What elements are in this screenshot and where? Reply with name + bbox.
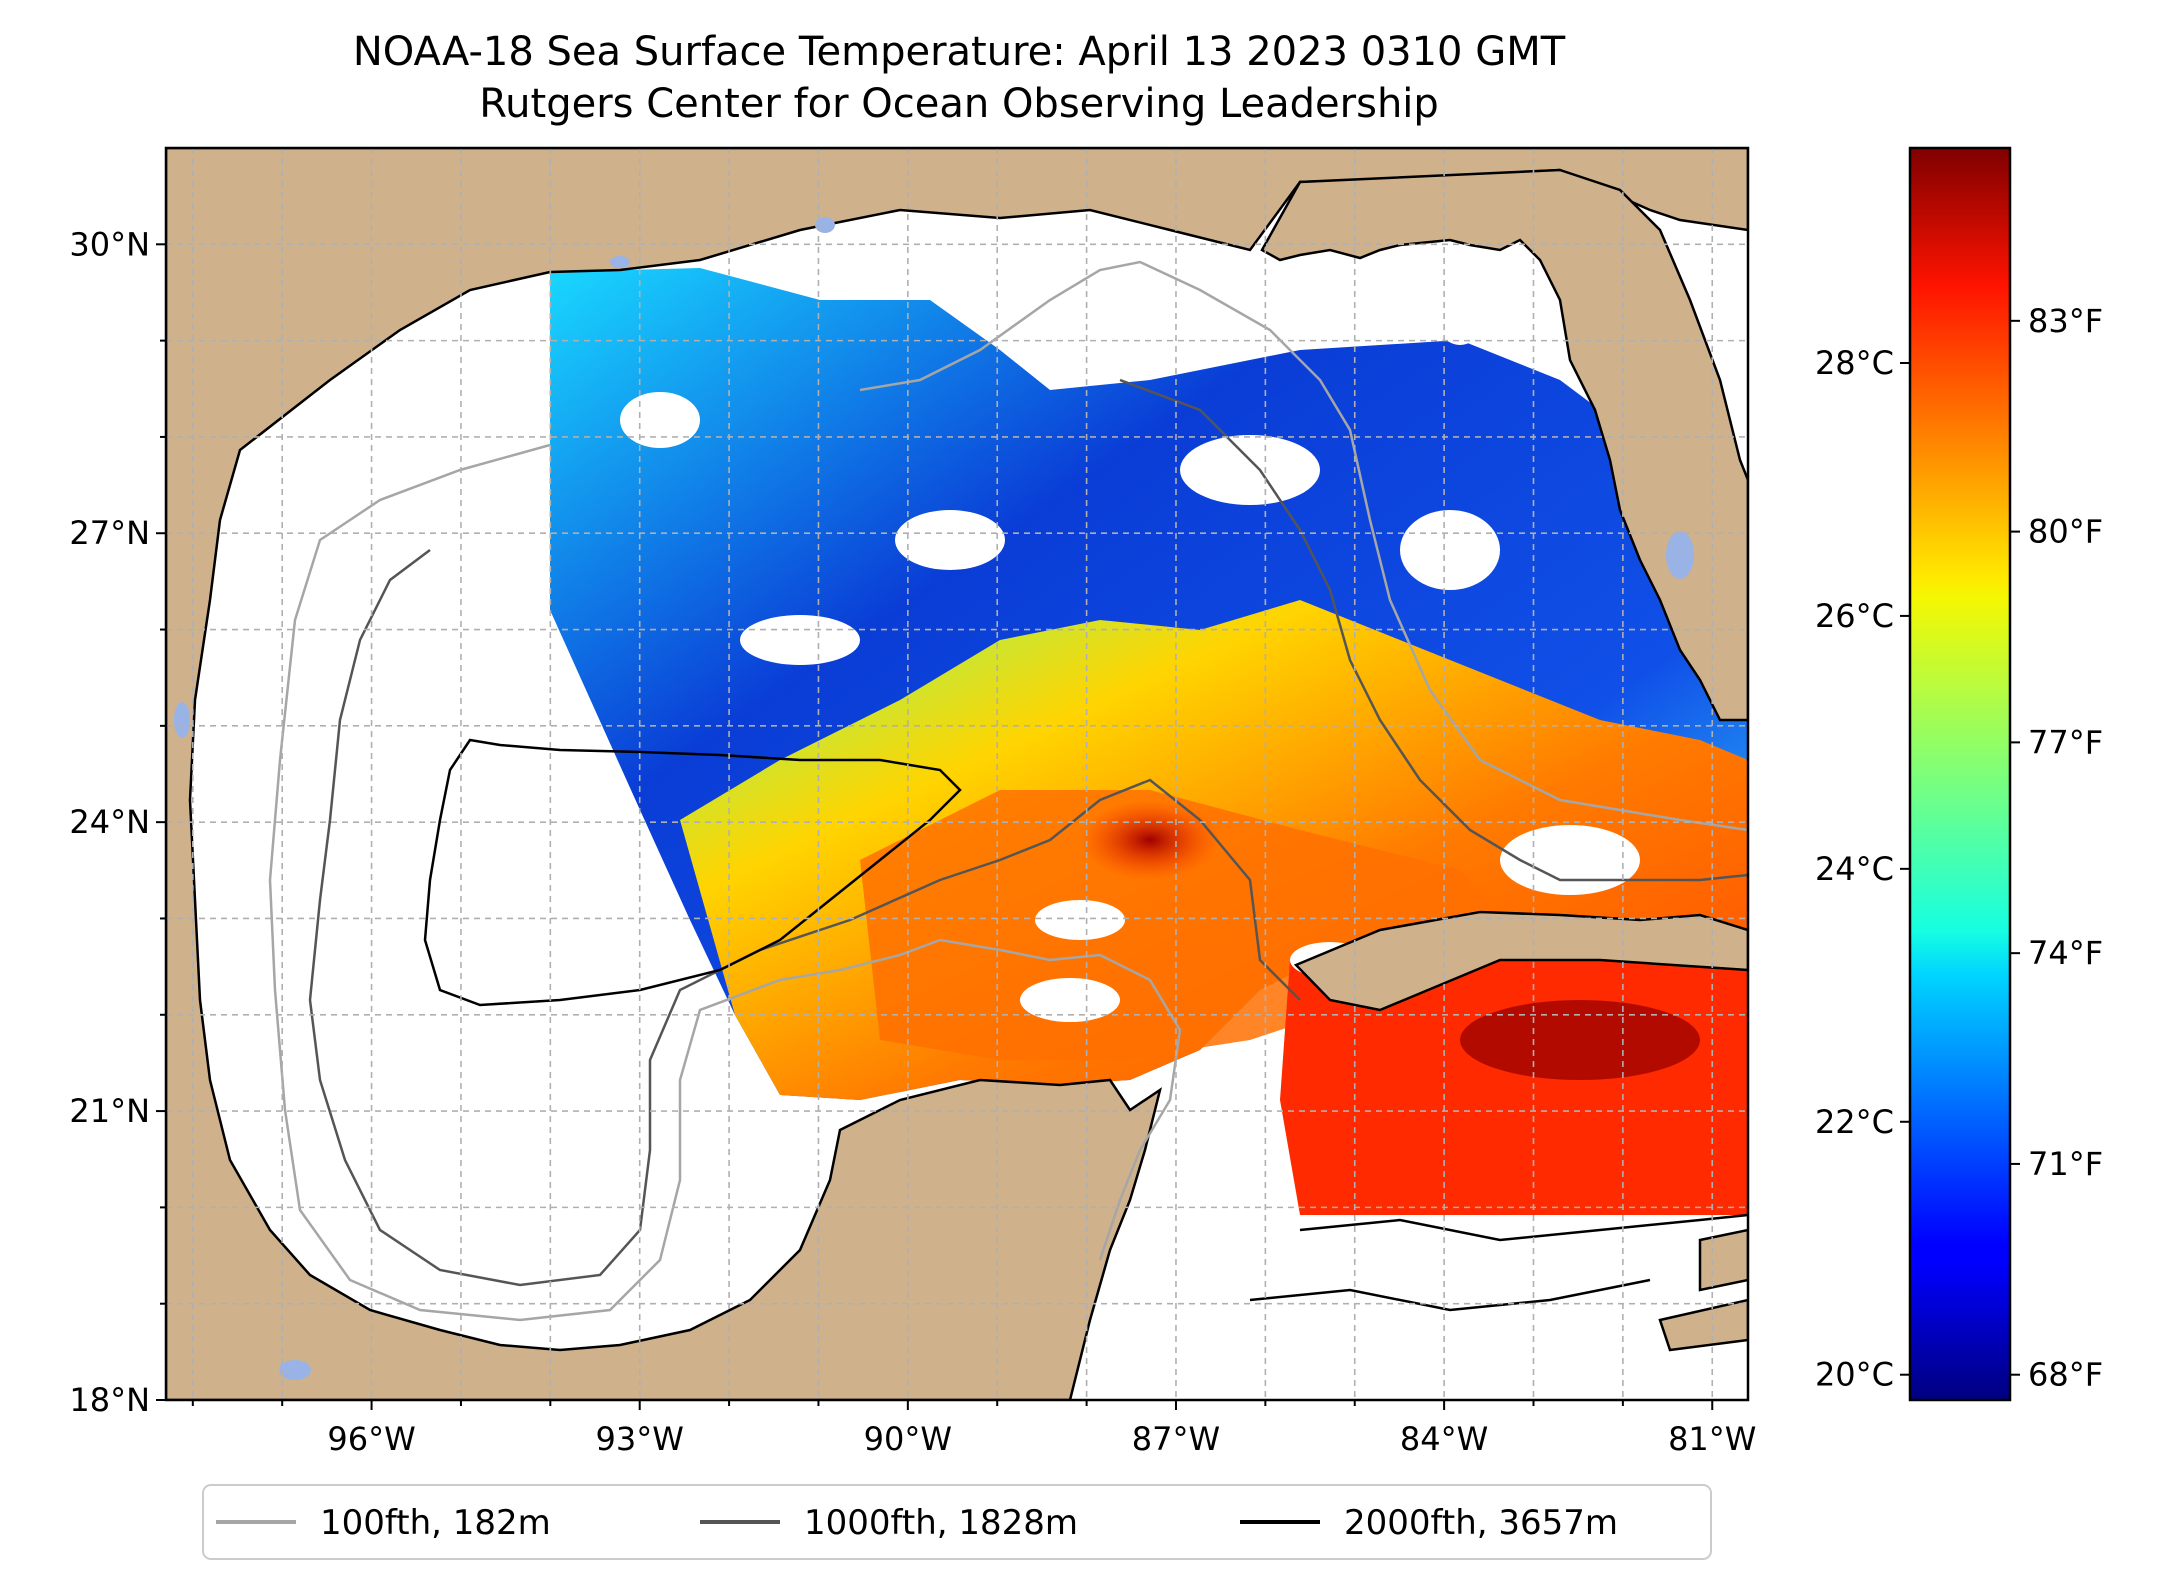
lon-tick-label: 84°W (1400, 1420, 1488, 1458)
lakes (174, 217, 1694, 1380)
lat-tick-label: 27°N (69, 514, 150, 552)
colorbar-celsius-axis: 28°C 26°C 24°C 22°C 20°C (1815, 344, 1910, 1394)
celsius-tick-label: 26°C (1815, 597, 1894, 635)
fahrenheit-tick-label: 83°F (2028, 302, 2103, 340)
lon-tick-label: 81°W (1668, 1420, 1756, 1458)
celsius-tick-label: 22°C (1815, 1103, 1894, 1141)
latitude-axis: 30°N 27°N 24°N 21°N 18°N (69, 225, 166, 1419)
lat-tick-label: 24°N (69, 803, 150, 841)
legend-label: 1000fth, 1828m (804, 1503, 1078, 1543)
map-title: NOAA-18 Sea Surface Temperature: April 1… (352, 29, 1566, 75)
legend-label: 100fth, 182m (320, 1503, 551, 1543)
fahrenheit-tick-label: 71°F (2028, 1145, 2103, 1183)
celsius-tick-label: 24°C (1815, 850, 1894, 888)
fahrenheit-tick-label: 80°F (2028, 513, 2103, 551)
celsius-tick-label: 28°C (1815, 344, 1894, 382)
colorbar: 28°C 26°C 24°C 22°C 20°C 83°F 80°F 77°F 74°F 71°… (1815, 146, 2103, 1402)
colorbar-gradient (1908, 146, 2012, 1402)
bathymetry-100fth (268, 260, 1748, 1322)
legend-box (202, 1484, 1712, 1560)
land (166, 148, 1748, 1400)
bathymetry-2000fth (423, 738, 1748, 1312)
lat-tick-label: 21°N (69, 1092, 150, 1130)
map-panel[interactable] (166, 148, 1802, 1400)
legend-label: 2000fth, 3657m (1344, 1503, 1618, 1543)
lon-tick-label: 87°W (1132, 1420, 1220, 1458)
lon-tick-label: 93°W (596, 1420, 684, 1458)
lon-tick-label: 96°W (327, 1420, 415, 1458)
lat-tick-label: 18°N (69, 1381, 150, 1419)
fahrenheit-tick-label: 74°F (2028, 934, 2103, 972)
bathymetry-1000fth (308, 378, 1748, 1287)
legend: 100fth, 182m 1000fth, 1828m 2000fth, 3657m (202, 1484, 1712, 1560)
fahrenheit-tick-label: 77°F (2028, 723, 2103, 761)
colorbar-fahrenheit-axis: 83°F 80°F 77°F 74°F 71°F 68°F (2010, 302, 2103, 1394)
lon-tick-label: 90°W (864, 1420, 952, 1458)
lat-tick-label: 30°N (69, 225, 150, 263)
celsius-tick-label: 20°C (1815, 1356, 1894, 1394)
map-frame (164, 146, 1750, 1402)
map-subtitle: Rutgers Center for Ocean Observing Leade… (479, 81, 1439, 127)
fahrenheit-tick-label: 68°F (2028, 1356, 2103, 1394)
longitude-axis: 96°W 93°W 90°W 87°W 84°W 81°W (191, 1400, 1756, 1458)
